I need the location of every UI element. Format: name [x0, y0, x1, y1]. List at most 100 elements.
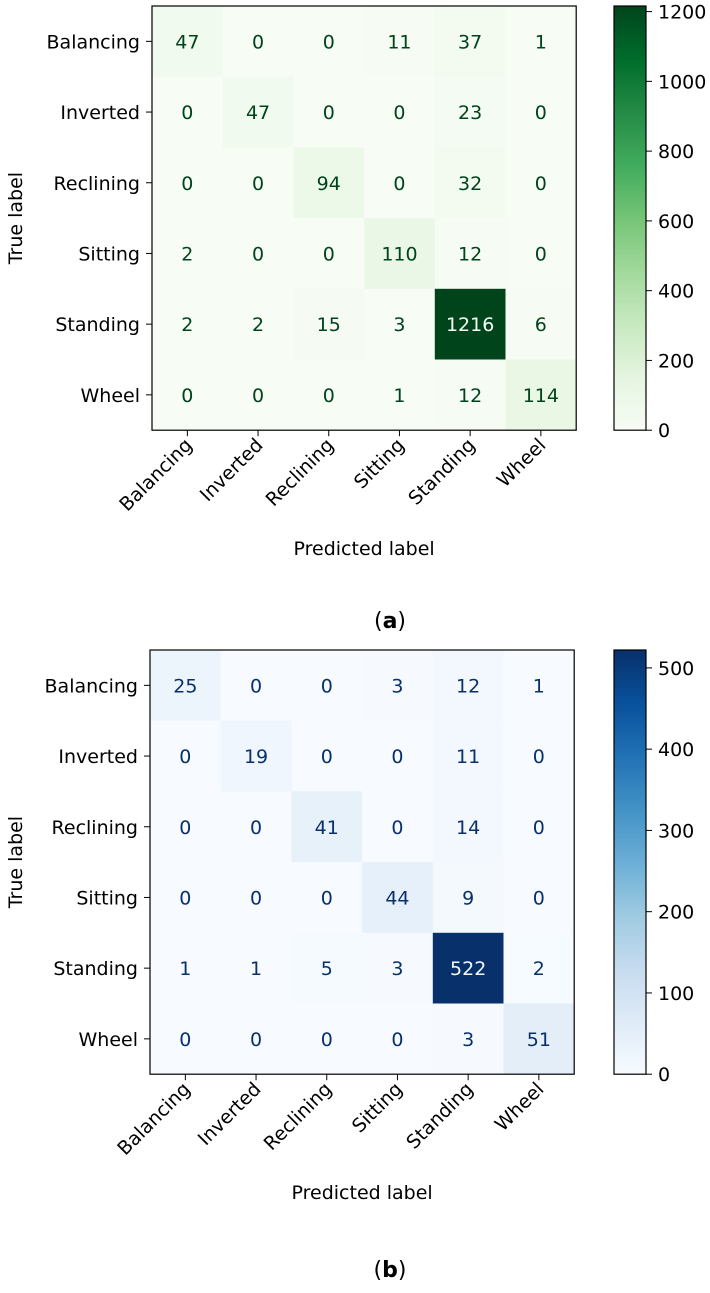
matrix-cell: [362, 1003, 434, 1075]
y-tick-label: Reclining: [52, 817, 138, 839]
cell-value-label: 1: [179, 958, 191, 980]
matrix-cell: [293, 359, 365, 431]
cell-value-label: 0: [323, 102, 335, 124]
matrix-cell: [291, 720, 363, 792]
matrix-cell: [220, 862, 292, 934]
x-axis-label: Predicted label: [294, 538, 435, 560]
matrix-cell: [503, 932, 575, 1005]
confusion-matrix-panel-a: 47 0 0 11 37 10 47 0 0 23 00 0 94 0 32 02 0 0 110 12 02 2 15 3 1…: [5, 2, 706, 634]
cell-value-label: 25: [173, 675, 197, 697]
matrix-cell: [505, 218, 577, 290]
cell-value-label: 2: [252, 314, 264, 336]
panel-label: (a): [374, 609, 406, 634]
matrix-cell: [220, 791, 292, 863]
matrix-cell: [364, 76, 436, 148]
x-tick-label: Inverted: [196, 434, 268, 506]
cell-value-label: 0: [321, 746, 333, 768]
cell-value-label: 0: [323, 385, 335, 407]
cell-value-label: 0: [533, 746, 545, 768]
matrix-cell: [152, 218, 224, 290]
cell-value-label: 0: [321, 887, 333, 909]
matrix-cell: [293, 147, 365, 219]
cell-value-label: 14: [456, 817, 480, 839]
cell-value-label: 0: [393, 102, 405, 124]
cell-value-label: 0: [533, 817, 545, 839]
cell-value-label: 6: [535, 314, 547, 336]
matrix-cell: [364, 359, 436, 431]
cell-value-label: 32: [458, 173, 482, 195]
cell-value-label: 0: [250, 675, 262, 697]
matrix-cell: [220, 1003, 292, 1075]
y-tick-label: Balancing: [47, 31, 140, 53]
matrix-cell: [505, 147, 577, 219]
matrix-cell: [362, 720, 434, 792]
matrix-cell: [434, 218, 507, 290]
matrix-cell: [434, 76, 507, 148]
matrix-cell: [432, 791, 505, 863]
matrix-cell: [505, 6, 577, 78]
colorbar-tick-label: 100: [658, 983, 694, 1005]
y-tick-label: Standing: [55, 314, 140, 336]
matrix-cell: [293, 6, 365, 78]
matrix-cell: [432, 720, 505, 792]
matrix-cell: [220, 932, 292, 1005]
cell-value-label: 0: [535, 243, 547, 265]
x-tick-label: Inverted: [194, 1078, 266, 1150]
colorbar-tick-label: 200: [658, 350, 694, 372]
cell-value-label: 0: [391, 1029, 403, 1051]
matrix-cell: [503, 720, 575, 792]
cell-value-label: 1216: [446, 314, 494, 336]
cell-value-label: 51: [527, 1029, 551, 1051]
matrix-cell: [362, 791, 434, 863]
matrix-cell: [291, 791, 363, 863]
matrix-cell: [222, 76, 294, 148]
confusion-matrix-panel-b: 25 0 0 3 12 10 19 0 0 11 00 0 41 0 14 00 0 0 44 9 01 1 5 3 522 20…: [5, 649, 694, 1283]
matrix-cell: [222, 288, 294, 361]
cell-value-label: 11: [387, 31, 411, 53]
cell-value-label: 11: [456, 746, 480, 768]
x-tick-label: Reclining: [260, 1078, 337, 1155]
colorbar-tick-label: 1200: [658, 2, 706, 24]
cell-value-label: 37: [458, 31, 482, 53]
y-tick-label: Balancing: [45, 675, 138, 697]
cell-value-label: 12: [456, 675, 480, 697]
cell-value-label: 0: [252, 385, 264, 407]
cell-value-label: 114: [523, 385, 559, 407]
matrix-cell: [220, 650, 292, 722]
cell-value-label: 110: [381, 243, 417, 265]
cell-value-label: 12: [458, 243, 482, 265]
cell-value-label: 0: [323, 243, 335, 265]
x-tick-label: Wheel: [491, 1078, 549, 1136]
cell-value-label: 0: [252, 173, 264, 195]
cell-value-label: 0: [250, 887, 262, 909]
colorbar-tick-label: 0: [658, 420, 670, 442]
matrix-cell: [291, 862, 363, 934]
colorbar-tick-label: 800: [658, 141, 694, 163]
cell-value-label: 0: [250, 1029, 262, 1051]
x-tick-label: Standing: [404, 434, 479, 509]
matrix-frame: [149, 649, 575, 1075]
colorbar: [613, 649, 647, 1075]
matrix-cell: [152, 147, 224, 219]
y-axis-label: True label: [5, 816, 27, 909]
matrix-cell: [293, 76, 365, 148]
x-tick-label: Balancing: [115, 434, 197, 516]
cell-value-label: 1: [533, 675, 545, 697]
matrix-cell: [432, 862, 505, 934]
x-tick-label: Reclining: [262, 434, 339, 511]
y-tick-label: Reclining: [54, 173, 140, 195]
cell-value-label: 19: [244, 746, 268, 768]
cell-value-label: 0: [181, 385, 193, 407]
matrix-cell: [150, 791, 222, 863]
matrix-cell: [364, 6, 436, 78]
cell-value-label: 3: [391, 675, 403, 697]
cell-value-label: 0: [181, 102, 193, 124]
matrix-cell: [362, 862, 434, 934]
colorbar-tick-label: 300: [658, 820, 694, 842]
cell-value-label: 522: [450, 958, 486, 980]
cell-value-label: 0: [181, 173, 193, 195]
matrix-cell: [222, 218, 294, 290]
cell-value-label: 1: [393, 385, 405, 407]
y-tick-label: Sitting: [78, 243, 140, 265]
